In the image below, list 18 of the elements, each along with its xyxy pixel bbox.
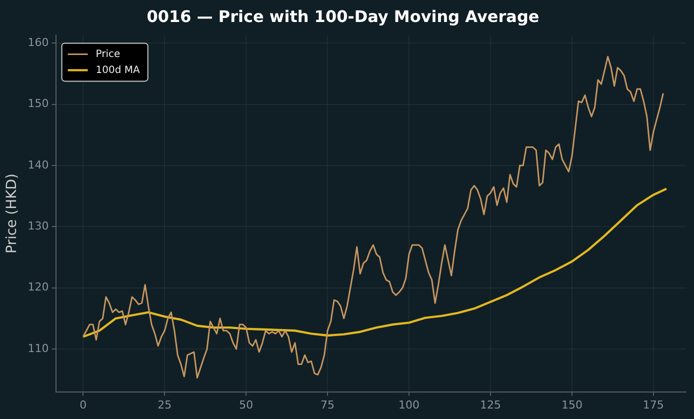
x-tick-label: 125 xyxy=(480,398,501,412)
y-tick-label: 130 xyxy=(28,220,49,233)
legend-label: Price xyxy=(96,48,120,60)
chart-title: 0016 — Price with 100-Day Moving Average xyxy=(146,6,540,26)
x-tick-label: 50 xyxy=(239,398,254,412)
x-tick-label: 150 xyxy=(561,398,582,412)
y-tick-label: 140 xyxy=(28,158,49,172)
legend-label: 100d MA xyxy=(96,64,140,76)
y-tick-label: 160 xyxy=(28,36,49,50)
x-tick-label: 175 xyxy=(642,398,664,412)
x-tick-label: 0 xyxy=(80,398,87,412)
x-tick-label: 100 xyxy=(398,398,420,412)
y-tick-label: 150 xyxy=(28,97,49,110)
y-tick-label: 120 xyxy=(28,280,49,294)
x-tick-label: 75 xyxy=(320,398,335,412)
x-tick-label: 25 xyxy=(158,398,172,412)
y-tick-label: 110 xyxy=(28,342,49,355)
y-axis-title: Price (HKD) xyxy=(4,173,20,254)
